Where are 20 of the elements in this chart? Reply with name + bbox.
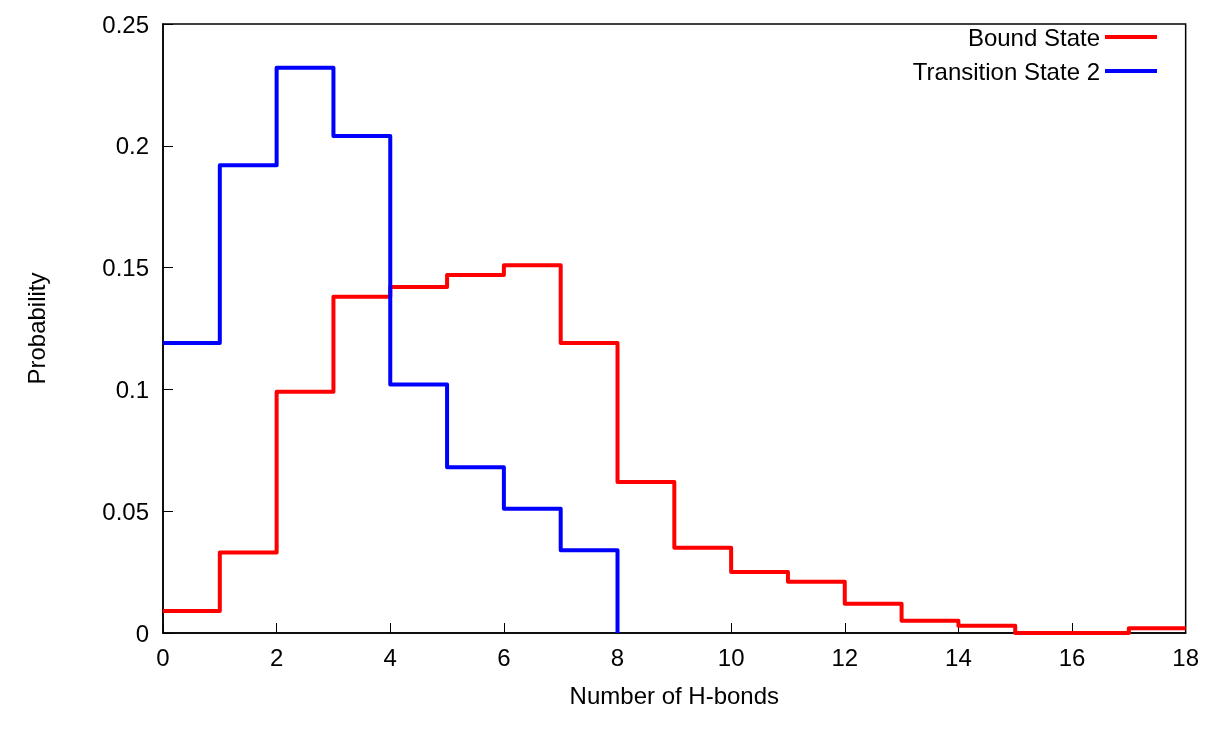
y-tick-label: 0.1	[115, 375, 149, 403]
x-tick-label: 4	[383, 643, 397, 671]
y-axis-title: Probability	[22, 272, 50, 385]
y-tick-label: 0.2	[115, 132, 149, 160]
x-tick-label: 18	[1172, 643, 1199, 671]
x-tick-label: 12	[831, 643, 859, 671]
x-tick-label: 10	[717, 643, 745, 671]
x-tick-label: 16	[1058, 643, 1086, 671]
y-tick-label: 0.05	[102, 497, 149, 525]
x-tick-label: 2	[269, 643, 284, 671]
legend-label: Bound State	[967, 23, 1100, 51]
y-tick-label: 0.25	[102, 10, 149, 38]
y-tick-label: 0	[135, 619, 149, 647]
legend-label: Transition State 2	[912, 57, 1100, 85]
x-axis-title: Number of H-bonds	[569, 681, 780, 709]
x-tick-label: 8	[610, 643, 625, 671]
x-tick-label: 0	[156, 643, 170, 671]
x-tick-label: 6	[497, 643, 511, 671]
y-tick-label: 0.15	[102, 254, 149, 282]
x-tick-label: 14	[945, 643, 972, 671]
